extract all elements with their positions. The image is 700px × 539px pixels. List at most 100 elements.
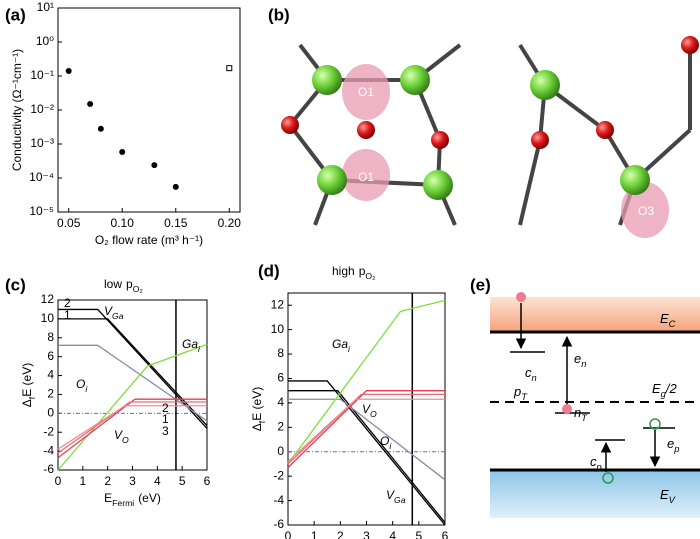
y-axis-label-part: Conductivity (Ω⁻¹cm⁻¹): [10, 49, 24, 171]
x-tick-label: 0.20: [218, 216, 242, 230]
line: [58, 344, 208, 422]
x-axis-label: EFermi (eV): [104, 491, 161, 508]
annotation: Oi: [380, 434, 392, 451]
diagram-label-part: g: [661, 389, 667, 399]
point: [119, 149, 126, 156]
chart-title: low pO₂: [104, 277, 143, 294]
y-tick-label: 10⁻¹: [30, 68, 54, 82]
annotation-part: i: [198, 344, 201, 354]
line: [287, 393, 445, 465]
x-tick-label: 3: [129, 474, 136, 488]
annotation-part: 3: [162, 424, 169, 438]
diagram-label-part: T: [521, 392, 528, 402]
chart-title-part: high: [332, 264, 355, 278]
diagram-label: ep: [667, 436, 679, 454]
annotation-part: O: [370, 409, 377, 419]
annotation-part: Ga: [332, 337, 348, 351]
point: [151, 162, 158, 169]
annotation: VO: [114, 428, 129, 445]
line: [57, 405, 207, 450]
density-blobs: [342, 64, 669, 238]
line: [288, 390, 446, 523]
panel-label: (b): [268, 5, 290, 24]
y-tick-label: -4: [43, 443, 54, 457]
y-tick-label: 0: [47, 406, 54, 420]
annotation-part: Ga: [394, 495, 406, 505]
diagram-label-part: c: [590, 454, 597, 469]
x-tick-label: 0.05: [57, 216, 81, 230]
y-tick-label: 4: [47, 368, 54, 382]
chart-title-part: O₂: [133, 284, 143, 294]
annotation-part: i: [85, 384, 88, 394]
point: [65, 68, 72, 75]
y-tick-label: -4: [273, 493, 284, 507]
y-tick-label: 12: [41, 292, 55, 306]
line: [287, 398, 445, 462]
y-axis-label: Conductivity (Ω⁻¹cm⁻¹): [10, 49, 24, 171]
diagram-label-part: T: [581, 413, 588, 423]
y-tick-label: 10⁻²: [30, 102, 54, 116]
x-axis-label-part: (eV): [138, 491, 161, 505]
y-axis-label-part: f: [257, 420, 267, 423]
annotation-part: Ga: [112, 311, 124, 321]
diagram-label-part: n: [574, 405, 581, 420]
x-tick-label: 0: [285, 529, 292, 539]
line: [57, 398, 207, 459]
line: [57, 401, 207, 454]
annotation-part: 1: [64, 308, 71, 322]
diagram-label: cn: [525, 365, 537, 383]
x-axis-label: O₂ flow rate (m³ h⁻¹): [95, 233, 203, 247]
diagram-label: EC: [660, 311, 676, 329]
diagram-label-part: e: [574, 351, 581, 366]
point: [97, 125, 104, 132]
plot-frame: [57, 7, 241, 213]
annotation-part: O: [76, 377, 85, 391]
diagram-label: EV: [660, 487, 676, 505]
diagram-label: pT: [513, 384, 528, 402]
y-axis-label-part: f: [27, 396, 37, 399]
line: [58, 308, 208, 429]
x-tick-label: 4: [154, 474, 161, 488]
x-tick-label: 1: [311, 529, 318, 539]
x-tick-label: 0: [55, 474, 62, 488]
y-axis-label-part: Δ: [250, 423, 264, 431]
annotation-part: 2: [162, 401, 169, 415]
x-tick-label: 5: [415, 529, 422, 539]
diagram-label-part: p: [673, 444, 679, 454]
y-tick-label: 2: [277, 419, 284, 433]
annotation: Gai: [332, 337, 351, 354]
x-tick-label: 2: [104, 474, 111, 488]
diagram-label-part: /2: [665, 381, 678, 396]
annotation-part: Ga: [182, 337, 198, 351]
y-tick-label: -2: [43, 424, 54, 438]
panel-label: (e): [470, 275, 491, 294]
y-tick-label: 10⁻³: [30, 136, 54, 150]
annotation-part: V: [104, 304, 113, 318]
y-axis-label-part: Δ: [20, 399, 34, 407]
x-tick-label: 6: [204, 474, 211, 488]
diagram-label-part: e: [667, 436, 674, 451]
atoms: [281, 36, 699, 200]
diagram-label-part: E: [652, 381, 661, 396]
y-tick-label: 10⁰: [36, 34, 54, 48]
diagram-label-part: c: [525, 365, 532, 380]
y-tick-label: 10⁻⁴: [29, 170, 54, 184]
y-tick-label: 10¹: [37, 0, 54, 14]
annotation: 1: [64, 308, 71, 322]
point: [172, 183, 179, 190]
annotation: 3: [162, 424, 169, 438]
line: [58, 318, 208, 427]
line: [287, 390, 445, 469]
y-tick-label: 8: [47, 330, 54, 344]
panel-label: (c): [5, 275, 26, 294]
point: [87, 101, 94, 108]
chart-title-part: p: [359, 264, 366, 278]
annotation-part: V: [362, 402, 371, 416]
annotation: Gai: [182, 337, 201, 354]
x-axis-label-part: E: [104, 491, 112, 505]
panel-label: (a): [5, 5, 26, 24]
diagram-label-part: V: [669, 495, 676, 505]
chart-title-part: low: [104, 277, 122, 291]
line: [57, 343, 208, 471]
